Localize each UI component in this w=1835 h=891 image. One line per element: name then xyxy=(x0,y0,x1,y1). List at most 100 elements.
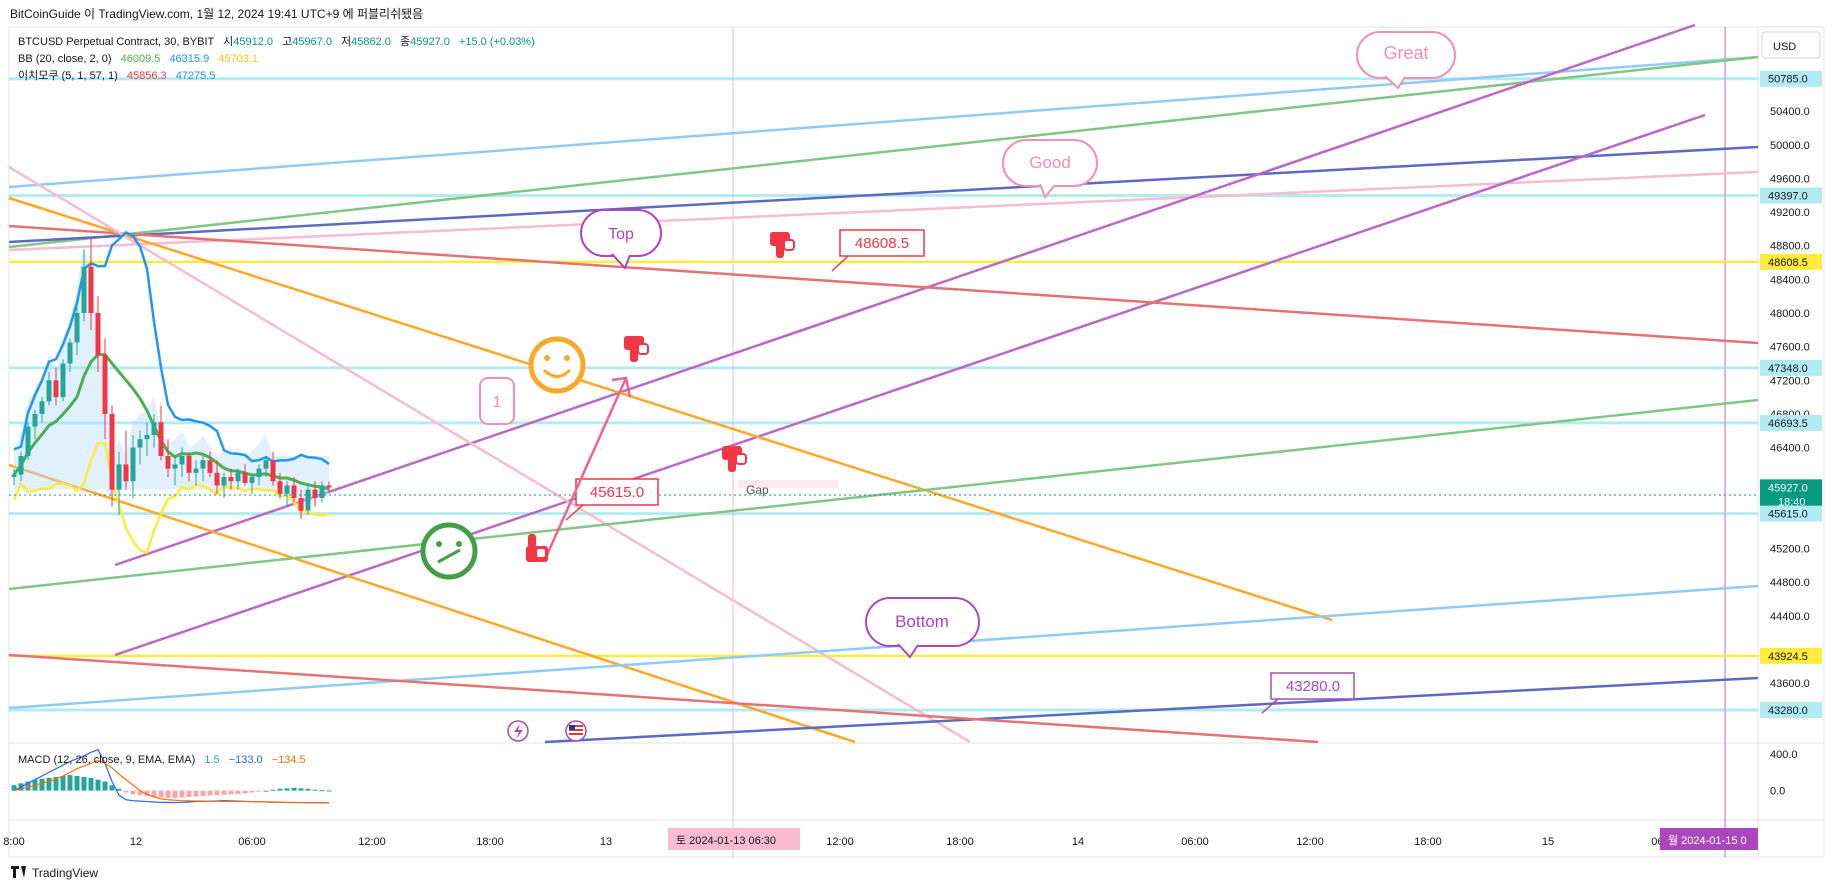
trend-line-red-lower[interactable] xyxy=(8,653,1319,744)
gap-marker[interactable]: Gap xyxy=(738,480,838,497)
candle[interactable] xyxy=(60,359,66,402)
callout-top-text: Top xyxy=(608,226,634,243)
candle[interactable] xyxy=(172,456,178,486)
lightning-icon[interactable] xyxy=(507,720,529,742)
svg-text:43600.0: 43600.0 xyxy=(1770,678,1810,690)
trend-line-green-upper[interactable] xyxy=(8,55,1759,249)
candle[interactable] xyxy=(312,481,318,507)
macd-histogram-bar xyxy=(144,790,150,797)
macd-pane[interactable]: 400.0 0.0 xyxy=(11,748,1798,804)
candle[interactable] xyxy=(144,422,150,456)
candle[interactable] xyxy=(74,304,80,356)
candle[interactable] xyxy=(130,434,136,499)
candle[interactable] xyxy=(123,430,129,490)
callout-bottom[interactable]: Bottom xyxy=(865,597,980,659)
callout-one[interactable]: 1 xyxy=(479,377,515,425)
candle[interactable] xyxy=(319,481,325,503)
trend-line-blue-upper[interactable] xyxy=(8,55,1759,189)
candle[interactable] xyxy=(228,468,234,490)
candle[interactable] xyxy=(39,397,45,423)
candle[interactable] xyxy=(158,405,164,461)
legend-ichimoku-b: 47275.5 xyxy=(176,70,216,82)
candle[interactable] xyxy=(165,439,171,478)
trend-line-orange-upper[interactable] xyxy=(8,196,1333,622)
trend-line-orange-lower[interactable] xyxy=(8,463,856,744)
trend-line-green-lower[interactable] xyxy=(8,398,1759,591)
candle[interactable] xyxy=(11,468,17,486)
candle[interactable] xyxy=(179,447,185,478)
macd-histogram-bar xyxy=(228,790,234,795)
candle[interactable] xyxy=(53,367,59,406)
trend-line-purple-2[interactable] xyxy=(114,113,1706,657)
candle[interactable] xyxy=(291,477,297,503)
candle[interactable] xyxy=(256,464,262,486)
trend-line-navy-lower[interactable] xyxy=(544,676,1759,744)
trend-line-pink-upper[interactable] xyxy=(8,170,1759,252)
smiley-sad-icon xyxy=(420,522,478,580)
candle[interactable] xyxy=(207,451,213,478)
candle[interactable] xyxy=(221,472,227,499)
legend-bb-basis: 46009.5 xyxy=(121,53,161,65)
trend-line-pink-diagonal[interactable] xyxy=(8,165,971,744)
price-axis[interactable]: 50785.0 50400.0 50000.0 49600.0 49397.0 49200… xyxy=(1760,70,1822,719)
candle[interactable] xyxy=(305,485,311,515)
trend-line-blue-lower[interactable] xyxy=(8,584,1759,710)
time-axis[interactable]: 8:00 12 06:00 12:00 18:00 13 12:00 18:00 14 06:00… xyxy=(3,828,1758,850)
callout-great[interactable]: Great xyxy=(1356,31,1456,90)
candle[interactable] xyxy=(214,460,220,494)
price-label-45615-text: 45615.0 xyxy=(590,484,644,501)
candle[interactable] xyxy=(88,237,94,330)
candle[interactable] xyxy=(193,460,199,486)
svg-text:45200.0: 45200.0 xyxy=(1770,544,1810,556)
candle[interactable] xyxy=(270,451,276,486)
macd-histogram-bar xyxy=(319,790,325,792)
time-axis-highlight[interactable]: 월 2024-01-15 0 xyxy=(1660,828,1758,850)
candle[interactable] xyxy=(81,249,87,322)
candle[interactable] xyxy=(200,456,206,482)
svg-text:47200.0: 47200.0 xyxy=(1770,375,1810,387)
candle[interactable] xyxy=(116,451,122,515)
macd-histogram-bar xyxy=(312,789,318,791)
us-flag-icon[interactable] xyxy=(565,720,587,742)
up-arrow[interactable] xyxy=(545,376,632,556)
candle[interactable] xyxy=(249,472,255,494)
callout-good[interactable]: Good xyxy=(1002,139,1098,199)
candle[interactable] xyxy=(46,371,52,406)
candle[interactable] xyxy=(263,456,269,478)
macd-axis-tick: 400.0 xyxy=(1770,749,1798,761)
svg-text:50785.0: 50785.0 xyxy=(1768,74,1808,86)
candle[interactable] xyxy=(326,481,332,494)
price-label-45615[interactable]: 45615.0 xyxy=(565,478,659,521)
candle[interactable] xyxy=(32,409,38,440)
candle[interactable] xyxy=(137,430,143,465)
candle[interactable] xyxy=(242,464,248,486)
candle[interactable] xyxy=(95,296,101,372)
candle[interactable] xyxy=(25,422,31,461)
candle[interactable] xyxy=(186,451,192,482)
time-axis-highlight[interactable]: 토 2024-01-13 06:30 xyxy=(668,828,800,850)
candle[interactable] xyxy=(109,405,115,507)
macd-histogram-bar xyxy=(109,785,115,791)
trend-line-navy-upper[interactable] xyxy=(8,145,1759,244)
macd-histogram-bar xyxy=(67,775,73,791)
candlestick-series[interactable] xyxy=(11,237,332,520)
price-label-43280[interactable]: 43280.0 xyxy=(1261,672,1355,714)
candle[interactable] xyxy=(284,481,290,507)
trend-lines[interactable] xyxy=(8,23,1759,744)
svg-text:18:40: 18:40 xyxy=(1778,496,1806,508)
trend-line-red-upper[interactable] xyxy=(8,224,1759,345)
candle[interactable] xyxy=(151,413,157,448)
macd-histogram-bar xyxy=(165,790,171,798)
trend-line-purple-1[interactable] xyxy=(114,23,1696,567)
candle[interactable] xyxy=(67,338,73,372)
price-label-48608[interactable]: 48608.5 xyxy=(831,229,925,272)
candle[interactable] xyxy=(235,468,241,490)
candle[interactable] xyxy=(102,338,108,440)
candle[interactable] xyxy=(18,451,24,482)
svg-text:48400.0: 48400.0 xyxy=(1770,274,1810,286)
candle[interactable] xyxy=(277,472,283,499)
currency-button[interactable]: USD xyxy=(1761,31,1821,59)
price-axis-tick: 47348.0 xyxy=(1760,359,1822,376)
callout-top[interactable]: Top xyxy=(580,209,662,270)
